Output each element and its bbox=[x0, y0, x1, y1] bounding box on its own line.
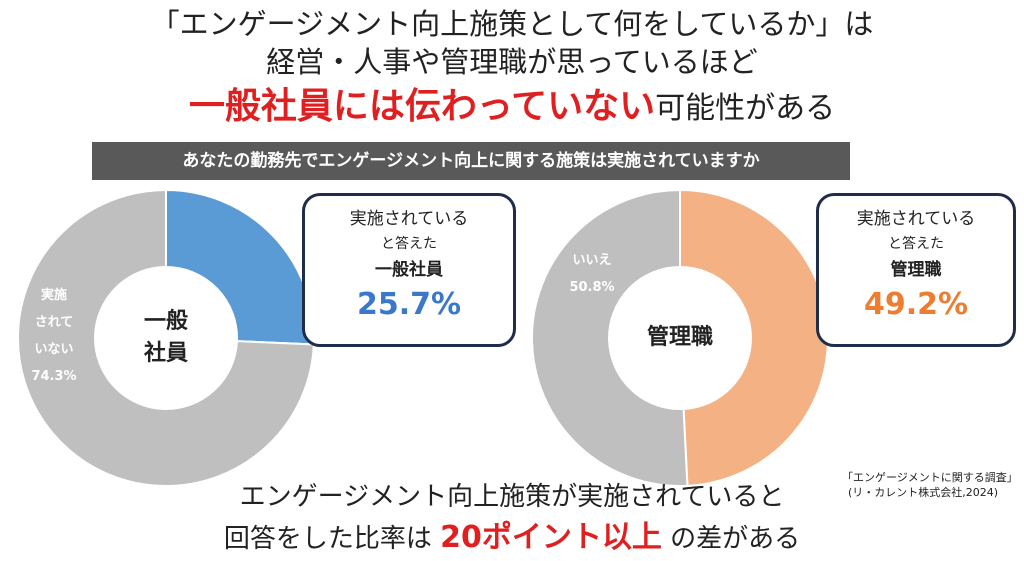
callout-general-employees: 実施されている と答えた 一般社員 25.7% bbox=[302, 193, 516, 347]
slice-label-no-managers: いいえ 50.8% bbox=[560, 247, 624, 301]
callout-line-2: と答えた bbox=[381, 236, 437, 252]
title-line-1: 「エンゲージメント向上施策として何をしているか」は bbox=[150, 7, 874, 41]
callout-line-1: 実施されている bbox=[856, 209, 976, 229]
donut-center-label-general: 一般 社員 bbox=[116, 306, 216, 370]
callout-value: 49.2% bbox=[863, 287, 969, 322]
conclusion-line-2-post: の差がある bbox=[661, 524, 801, 554]
source-line-2: (リ・カレント株式会社,2024) bbox=[848, 486, 999, 499]
callout-group: 一般社員 bbox=[375, 260, 443, 280]
callout-line-1: 実施されている bbox=[349, 209, 469, 229]
slice-label-line: いない bbox=[34, 342, 74, 357]
center-label-line: 一般 bbox=[143, 309, 188, 334]
donut-slice-not-implemented bbox=[531, 188, 689, 487]
source-line-1: 「エンゲージメントに関する調査」 bbox=[842, 471, 1018, 484]
slice-label-not-implemented-general: 実施 されて いない 74.3% bbox=[22, 282, 86, 390]
source-citation: 「エンゲージメントに関する調査」 (リ・カレント株式会社,2024) bbox=[842, 470, 1018, 500]
callout-managers: 実施されている と答えた 管理職 49.2% bbox=[816, 193, 1016, 347]
slice-label-line: いいえ bbox=[572, 253, 612, 268]
slice-label-line: 50.8% bbox=[569, 280, 615, 295]
donut-center-label-managers: 管理職 bbox=[630, 322, 730, 354]
question-banner: あなたの勤務先でエンゲージメント向上に関する施策は実施されていますか bbox=[92, 142, 850, 180]
conclusion-line-2-pre: 回答をした比率は bbox=[223, 524, 441, 554]
conclusion-line-1: エンゲージメント向上施策が実施されていると bbox=[239, 482, 785, 512]
callout-line-2: と答えた bbox=[888, 236, 944, 252]
donut-slice-not-implemented bbox=[17, 188, 315, 487]
slice-label-line: 74.3% bbox=[31, 369, 77, 384]
callout-group: 管理職 bbox=[890, 260, 942, 280]
center-label-line: 社員 bbox=[143, 341, 188, 366]
center-label-line: 管理職 bbox=[646, 325, 713, 350]
callout-value: 25.7% bbox=[356, 287, 462, 322]
title-line-3: 一般社員には伝わっていない可能性がある bbox=[0, 86, 1024, 130]
title-highlight: 一般社員には伝わっていない bbox=[188, 86, 656, 127]
slice-label-line: 実施 bbox=[40, 288, 67, 303]
title-line-2: 経営・人事や管理職が思っているほど bbox=[266, 45, 758, 79]
slice-label-line: されて bbox=[34, 315, 74, 330]
conclusion-highlight: 20ポイント以上 bbox=[440, 520, 662, 555]
conclusion-line-2: 回答をした比率は 20ポイント以上 の差がある bbox=[0, 518, 1024, 559]
donut-chart-managers bbox=[531, 188, 829, 487]
donut-slice-implemented bbox=[679, 188, 829, 487]
title-line-3-rest: 可能性がある bbox=[655, 91, 836, 126]
donut-chart-general-employees bbox=[17, 188, 315, 487]
